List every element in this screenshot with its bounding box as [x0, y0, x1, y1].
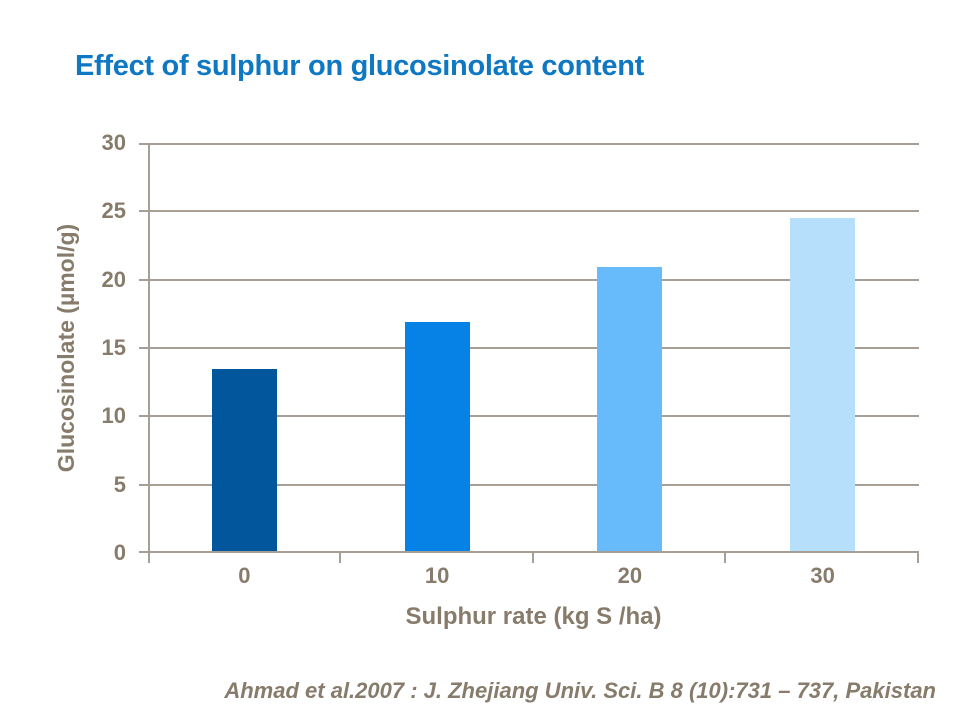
bar [211, 368, 277, 553]
y-tick-label: 10 [101, 403, 126, 429]
x-axis-line [148, 551, 919, 553]
bar [597, 267, 663, 553]
gridline [148, 210, 919, 213]
x-tick [531, 551, 534, 563]
gridline [148, 278, 919, 281]
gridline [148, 347, 919, 349]
y-tick-label: 5 [113, 471, 126, 497]
gridline [148, 483, 919, 486]
x-tick-label: 0 [238, 563, 251, 588]
x-tick [148, 551, 150, 563]
x-tick [338, 551, 341, 563]
x-tick-label: 20 [617, 563, 643, 588]
bar [790, 218, 856, 553]
y-axis-line [148, 143, 150, 553]
y-tick-label: 0 [113, 540, 126, 565]
y-tick [139, 415, 148, 418]
y-tick-label: 25 [101, 198, 126, 224]
y-axis-title: Glucosinolate (µmol/g) [53, 223, 79, 473]
y-tick-label: 30 [101, 130, 126, 155]
chart-title: Effect of sulphur on glucosinolate conte… [75, 50, 645, 82]
citation-text: Ahmad et al.2007 : J. Zhejiang Univ. Sci… [224, 678, 936, 703]
y-tick [139, 551, 148, 553]
y-tick [139, 210, 148, 213]
y-tick-label: 15 [101, 335, 126, 360]
gridline [148, 415, 919, 418]
bar [404, 322, 470, 553]
plot-area: Sulphur rate (kg S /ha) Glucosinolate (µ… [53, 130, 919, 630]
y-tick [139, 347, 148, 349]
y-tick [139, 278, 148, 281]
y-tick [139, 483, 148, 486]
x-tick [917, 551, 919, 563]
x-tick [724, 551, 727, 563]
y-tick [139, 143, 148, 145]
x-tick-label: 30 [810, 563, 835, 588]
x-tick-label: 10 [424, 563, 450, 588]
x-axis-title: Sulphur rate (kg S /ha) [405, 603, 662, 630]
y-tick-label: 20 [101, 266, 126, 292]
gridline [148, 143, 919, 145]
